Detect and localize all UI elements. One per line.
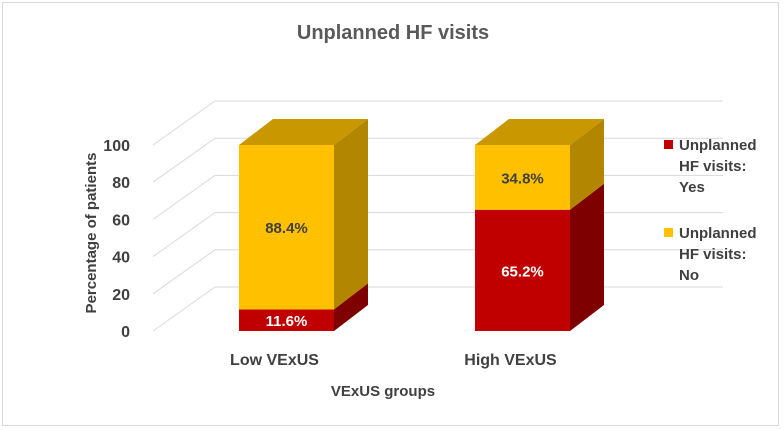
bar-0-0-front xyxy=(239,309,334,331)
bar-0-1-top xyxy=(239,119,368,145)
data-label-1-1: 34.8% xyxy=(501,170,544,187)
y-tick-label-60: 60 xyxy=(112,212,130,229)
bar-0-1-side xyxy=(334,119,368,310)
y-axis-title: Percentage of patients xyxy=(83,153,100,314)
legend: Unplanned HF visits: Yes Unplanned HF visits… xyxy=(664,137,757,284)
legend-label-0-0: Unplanned xyxy=(679,137,757,154)
gridline-100 xyxy=(152,100,723,146)
x-category-label-1: High VExUS xyxy=(464,352,557,369)
legend-label-0-1: HF visits: xyxy=(679,158,747,175)
data-label-0-0: 11.6% xyxy=(266,313,308,330)
legend-swatch-1 xyxy=(664,228,673,237)
y-tick-label-0: 0 xyxy=(121,324,130,341)
bars: 11.6% 88.4% 65.2% 34.8% xyxy=(239,119,604,331)
bar-0-1-front xyxy=(239,145,334,310)
bar-0-0-side xyxy=(334,283,368,331)
bar-1-0-side xyxy=(570,183,604,331)
chart-canvas: Unplanned HF visits 0 20 40 60 80 100 11.6% 88… xyxy=(83,22,757,400)
gridlines xyxy=(152,100,723,332)
y-tick-label-40: 40 xyxy=(112,250,130,267)
x-axis-title: VExUS groups xyxy=(331,383,435,400)
legend-label-1-0: Unplanned xyxy=(679,225,757,242)
legend-label-1-1: HF visits: xyxy=(679,246,747,263)
bar-1-0-front xyxy=(475,209,570,331)
y-tick-label-20: 20 xyxy=(112,287,130,304)
bar-1-1-top xyxy=(475,119,604,145)
gridline-0 xyxy=(152,286,723,332)
x-axis-categories: Low VExUS High VExUS xyxy=(230,352,557,369)
legend-label-1-2: No xyxy=(679,267,699,284)
chart-frame: Unplanned HF visits 0 20 40 60 80 100 11.6% 88… xyxy=(2,2,779,426)
y-tick-label-100: 100 xyxy=(103,138,130,155)
y-tick-label-80: 80 xyxy=(112,175,130,192)
y-axis-ticks: 0 20 40 60 80 100 xyxy=(103,138,130,341)
data-label-1-0: 65.2% xyxy=(501,263,544,280)
bar-1-1-side xyxy=(570,119,604,210)
bar-1-1-front xyxy=(475,145,570,210)
legend-label-0-2: Yes xyxy=(679,179,705,196)
legend-swatch-0 xyxy=(664,140,673,149)
chart-title: Unplanned HF visits xyxy=(297,22,489,44)
data-label-0-1: 88.4% xyxy=(265,220,308,237)
x-category-label-0: Low VExUS xyxy=(230,352,319,369)
